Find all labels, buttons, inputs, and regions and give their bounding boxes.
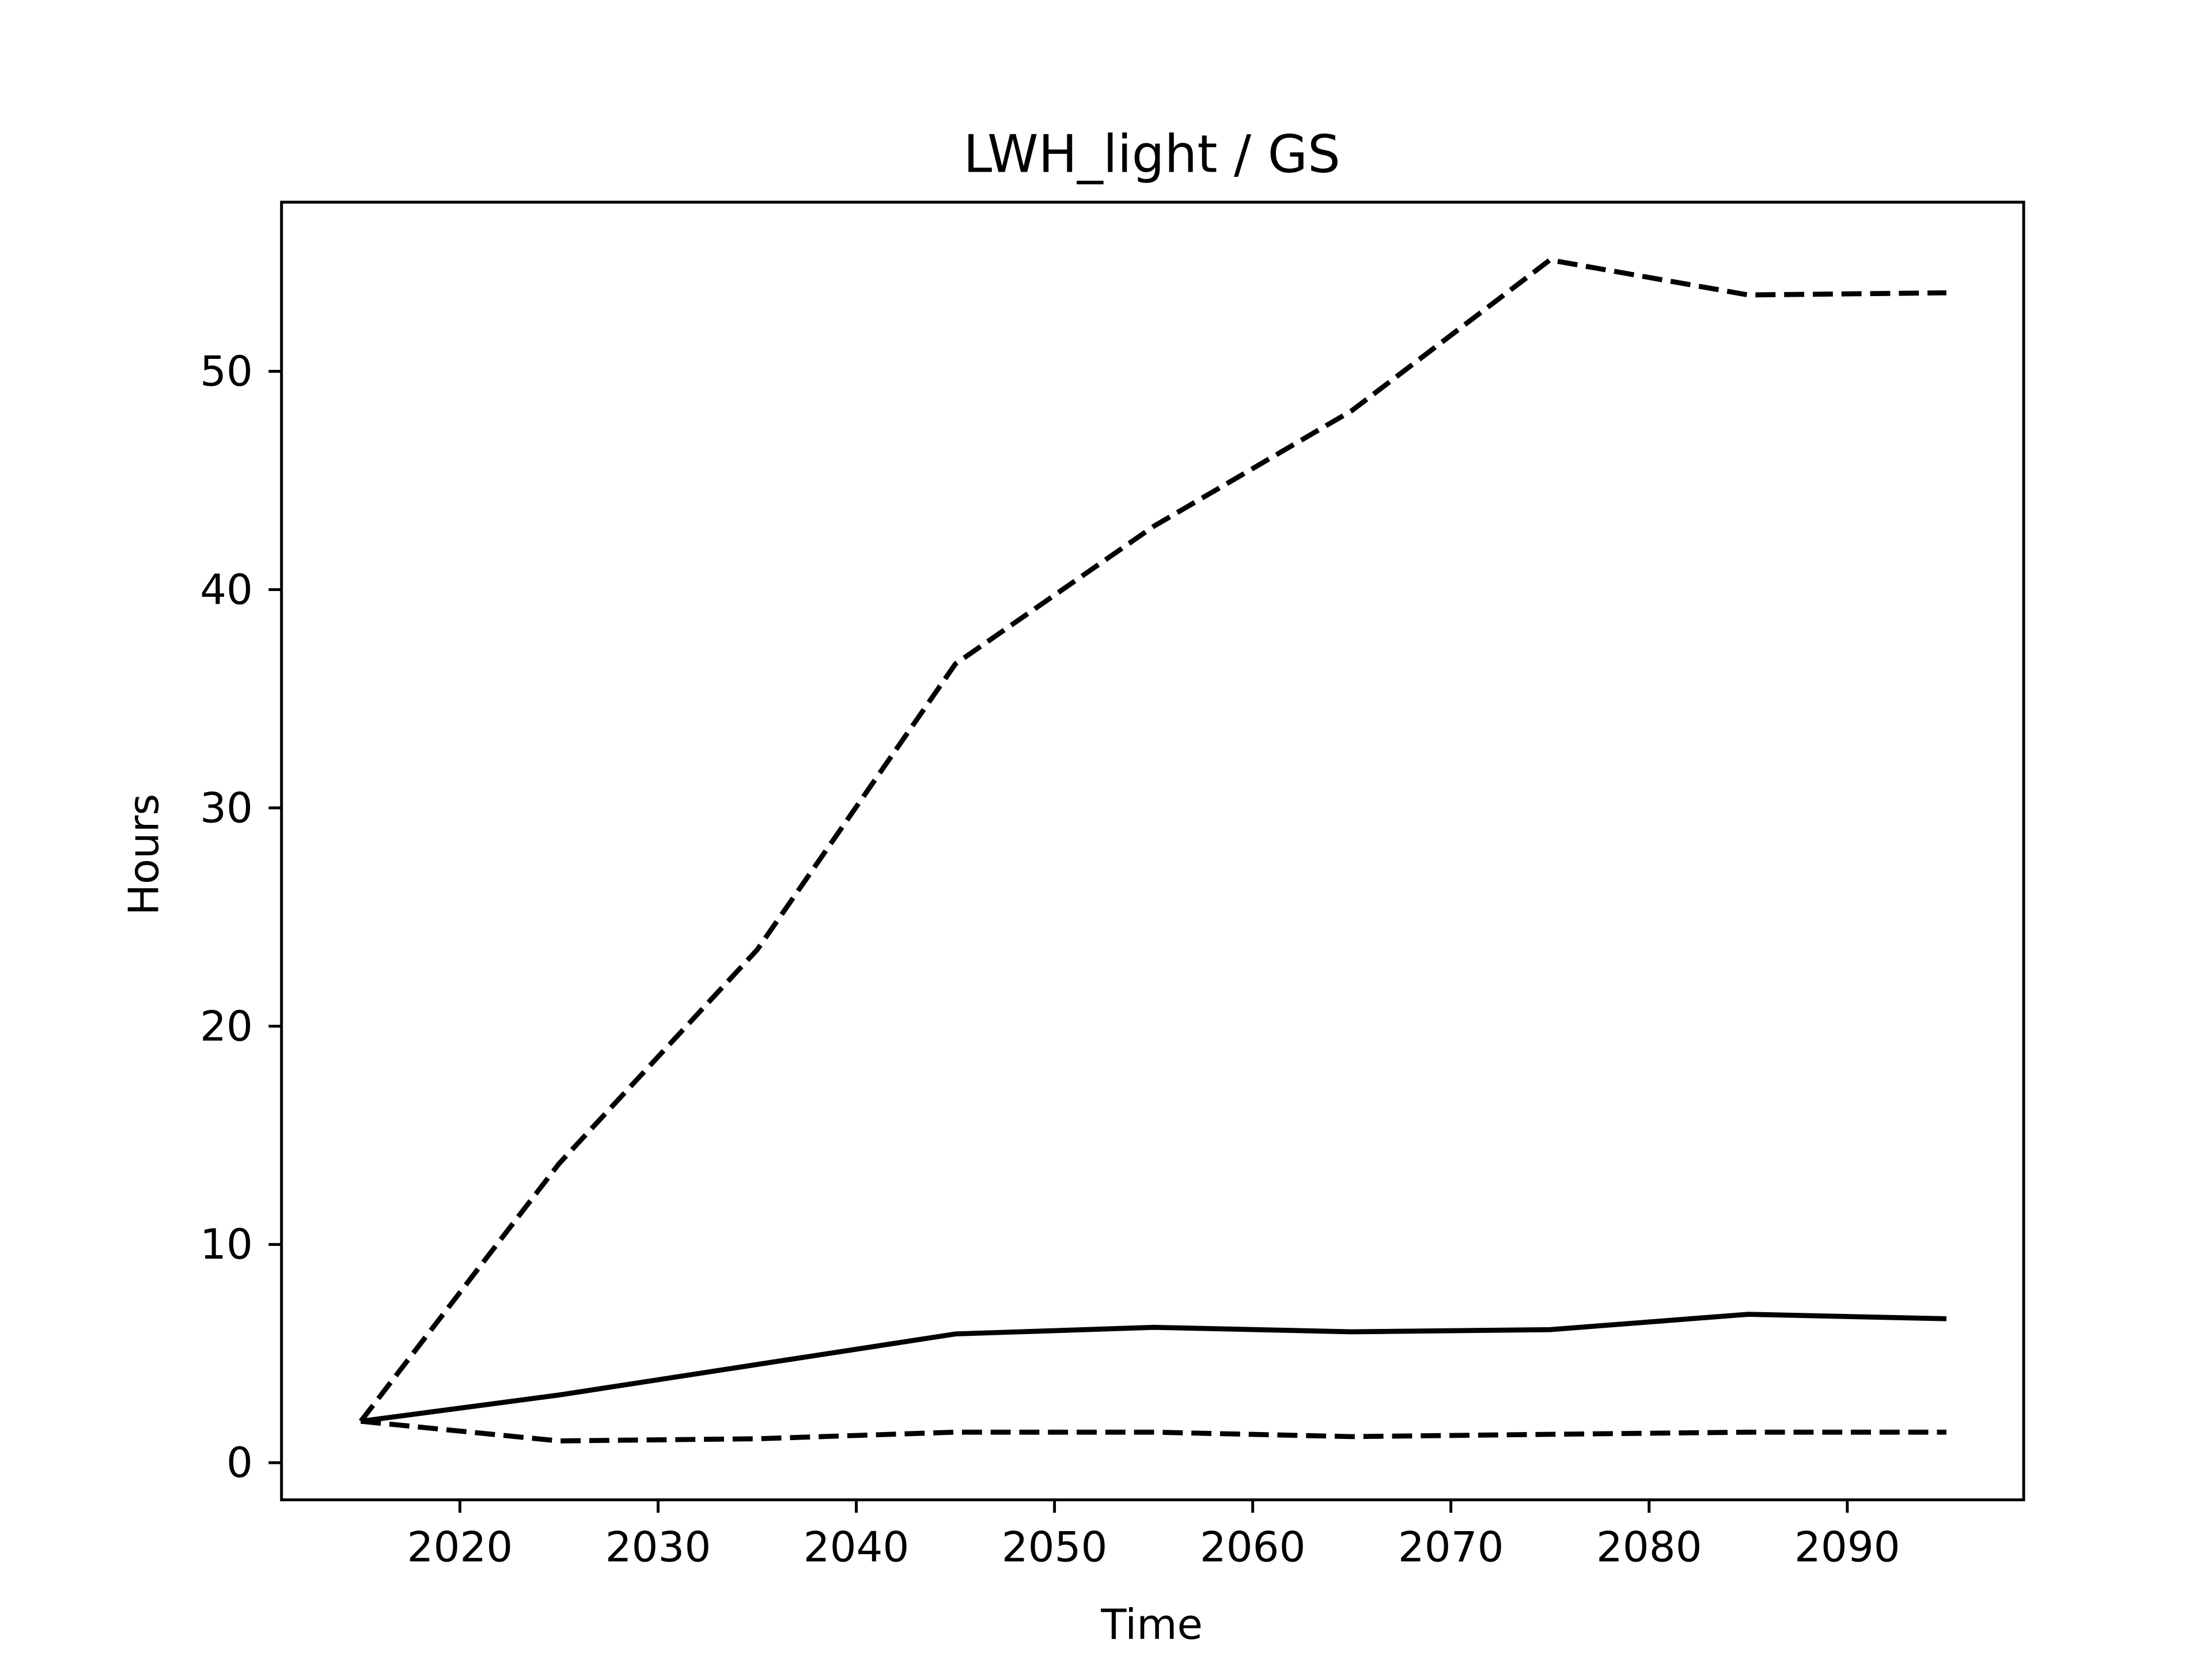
y-tick-label: 0: [226, 1439, 253, 1487]
chart-title: LWH_light / GS: [963, 125, 1340, 185]
x-tick-label: 2090: [1794, 1524, 1900, 1572]
plot-area-frame: [280, 200, 2025, 1502]
x-tick-label: 2040: [804, 1524, 910, 1572]
x-tick-label: 2050: [1002, 1524, 1108, 1572]
y-tick-label: 30: [200, 784, 253, 832]
y-tick-label: 40: [200, 566, 253, 614]
x-tick-label: 2030: [605, 1524, 711, 1572]
y-tick-label: 10: [200, 1221, 253, 1269]
series-line-upper: [358, 257, 1946, 1423]
x-tick-label: 2060: [1200, 1524, 1306, 1572]
x-tick-label: 2070: [1398, 1524, 1504, 1572]
y-tick-label: 50: [200, 348, 253, 396]
series-line-median: [360, 1312, 1947, 1424]
x-tick-label: 2020: [407, 1524, 513, 1572]
x-tick-label: 2080: [1596, 1524, 1702, 1572]
x-axis-label: Time: [1100, 1601, 1203, 1649]
y-tick-label: 20: [200, 1002, 253, 1051]
series-line-lower: [360, 1418, 1946, 1444]
y-axis-label: Hours: [120, 794, 169, 915]
